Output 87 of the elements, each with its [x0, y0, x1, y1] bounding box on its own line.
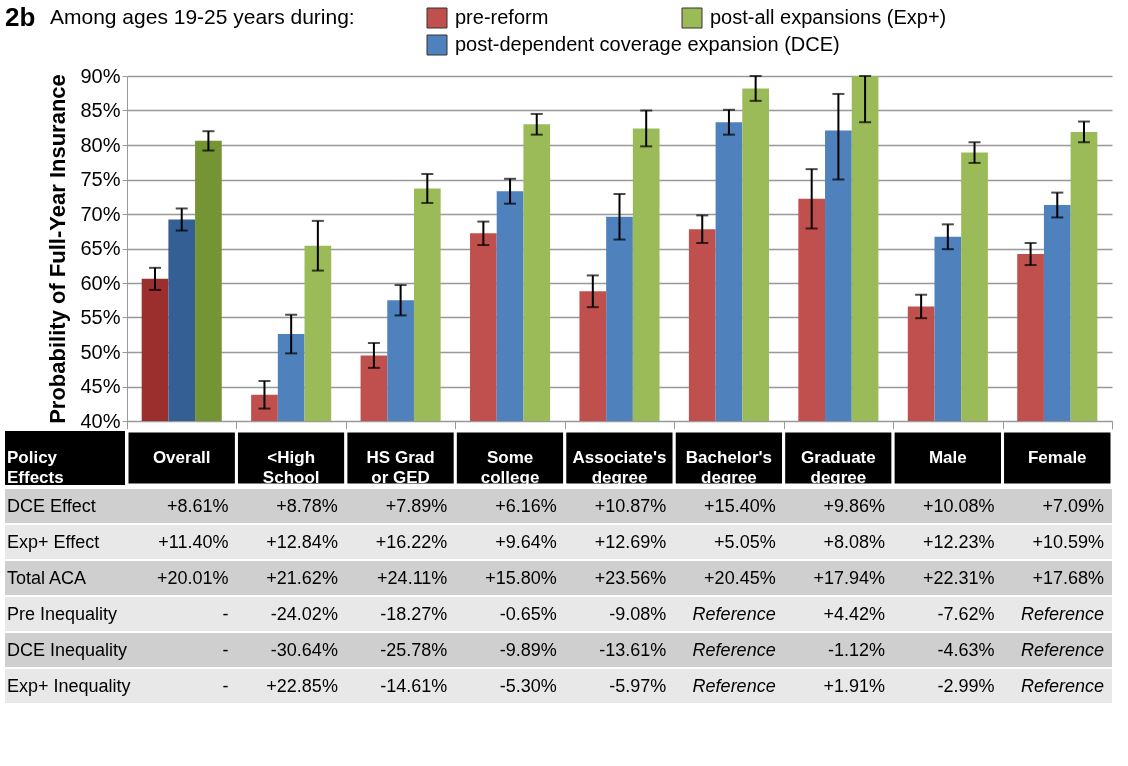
text: -5.30%	[499, 676, 557, 696]
text: Reference	[692, 640, 776, 660]
y-tick-label: 50%	[80, 340, 121, 363]
y-tick-label: 40%	[80, 409, 121, 432]
text: +17.68%	[1032, 568, 1104, 588]
text: -	[222, 604, 229, 624]
y-tick-label: 55%	[80, 306, 121, 328]
text: -	[222, 640, 229, 660]
text: +8.78%	[276, 496, 338, 516]
text: -24.02%	[270, 604, 338, 624]
y-tick-label: 75%	[80, 168, 121, 190]
text: +15.40%	[704, 496, 776, 516]
x-tick-label: Female	[1027, 448, 1087, 467]
text: +12.69%	[594, 532, 667, 552]
y-tick-label: 85%	[80, 99, 121, 121]
text: -2.99%	[937, 676, 995, 696]
text: Reference	[1020, 604, 1104, 624]
y-tick-label: 90%	[80, 64, 121, 87]
text: +16.22%	[375, 532, 448, 552]
text: +17.94%	[813, 568, 886, 588]
text: -	[222, 676, 229, 696]
text: -9.89%	[499, 640, 557, 660]
text: -9.08%	[609, 604, 667, 624]
text: DCE Inequality	[7, 640, 128, 660]
text: +7.09%	[1042, 496, 1104, 516]
text: +15.80%	[485, 568, 557, 588]
text: +11.40%	[158, 532, 229, 552]
text: Reference	[1020, 640, 1104, 660]
y-tick-label: 80%	[80, 133, 121, 156]
y-tick-label: 70%	[80, 202, 121, 225]
x-tick-label: Associate's degree	[572, 448, 667, 487]
text: +8.08%	[823, 532, 886, 552]
text: -1.12%	[828, 640, 886, 660]
x-tick-label: Male	[928, 448, 967, 467]
text: +22.85%	[266, 676, 338, 696]
text: Exp+ Effect	[7, 532, 100, 552]
text: +24.11%	[377, 568, 448, 588]
text: -18.27%	[380, 604, 448, 624]
y-tick-label: 60%	[80, 271, 121, 294]
text: -0.65%	[499, 604, 557, 624]
text: +12.23%	[922, 532, 995, 552]
text: +9.86%	[823, 496, 886, 516]
x-tick-label: Overall	[152, 448, 211, 467]
text: +23.56%	[594, 568, 667, 588]
text: +22.31%	[922, 568, 995, 588]
text: +10.08%	[922, 496, 995, 516]
x-tick-label: Graduate degree	[801, 448, 876, 487]
legend-label: pre-reform	[455, 6, 549, 28]
y-tick-label: 65%	[80, 237, 121, 259]
text: +6.16%	[495, 496, 557, 516]
text: -14.61%	[380, 676, 448, 696]
text: -5.97%	[609, 676, 667, 696]
text: Pre Inequality	[7, 604, 118, 624]
text: +10.59%	[1032, 532, 1104, 552]
text: DCE Effect	[7, 496, 96, 516]
text: +9.64%	[495, 532, 557, 552]
y-axis-title: Probability of Full-Year Insurance	[45, 74, 71, 424]
x-tick-label: <High School	[262, 448, 320, 487]
text: +21.62%	[266, 568, 338, 588]
text: +12.84%	[266, 532, 338, 552]
text: +5.05%	[714, 532, 776, 552]
x-tick-label: Bachelor's degree	[685, 448, 773, 487]
text: -4.63%	[937, 640, 995, 660]
x-tick-label: Some college	[480, 448, 540, 487]
text: +8.61%	[166, 496, 229, 516]
y-tick-label: 45%	[80, 375, 121, 397]
legend-label: post-dependent coverage expansion (DCE)	[455, 33, 840, 55]
text: +10.87%	[594, 496, 667, 516]
text: +1.91%	[823, 676, 886, 696]
text: Reference	[692, 604, 776, 624]
text: -7.62%	[937, 604, 995, 624]
legend-label: post-all expansions (Exp+)	[710, 6, 947, 28]
text: -25.78%	[380, 640, 448, 660]
chart-subtitle: Among ages 19-25 years during:	[50, 5, 355, 28]
text: Exp+ Inequality	[7, 676, 131, 696]
text: -13.61%	[599, 640, 667, 660]
text: Total ACA	[7, 568, 87, 588]
text: Reference	[692, 676, 776, 696]
x-tick-label: HS Grad or GED	[366, 448, 435, 487]
text: +20.45%	[704, 568, 776, 588]
text: +7.89%	[385, 496, 448, 516]
chart-title: 2b	[5, 2, 36, 32]
text: Policy Effects	[7, 448, 64, 487]
text: Reference	[1020, 676, 1104, 696]
text: +20.01%	[156, 568, 229, 588]
text: +4.42%	[823, 604, 886, 624]
text: -30.64%	[270, 640, 338, 660]
